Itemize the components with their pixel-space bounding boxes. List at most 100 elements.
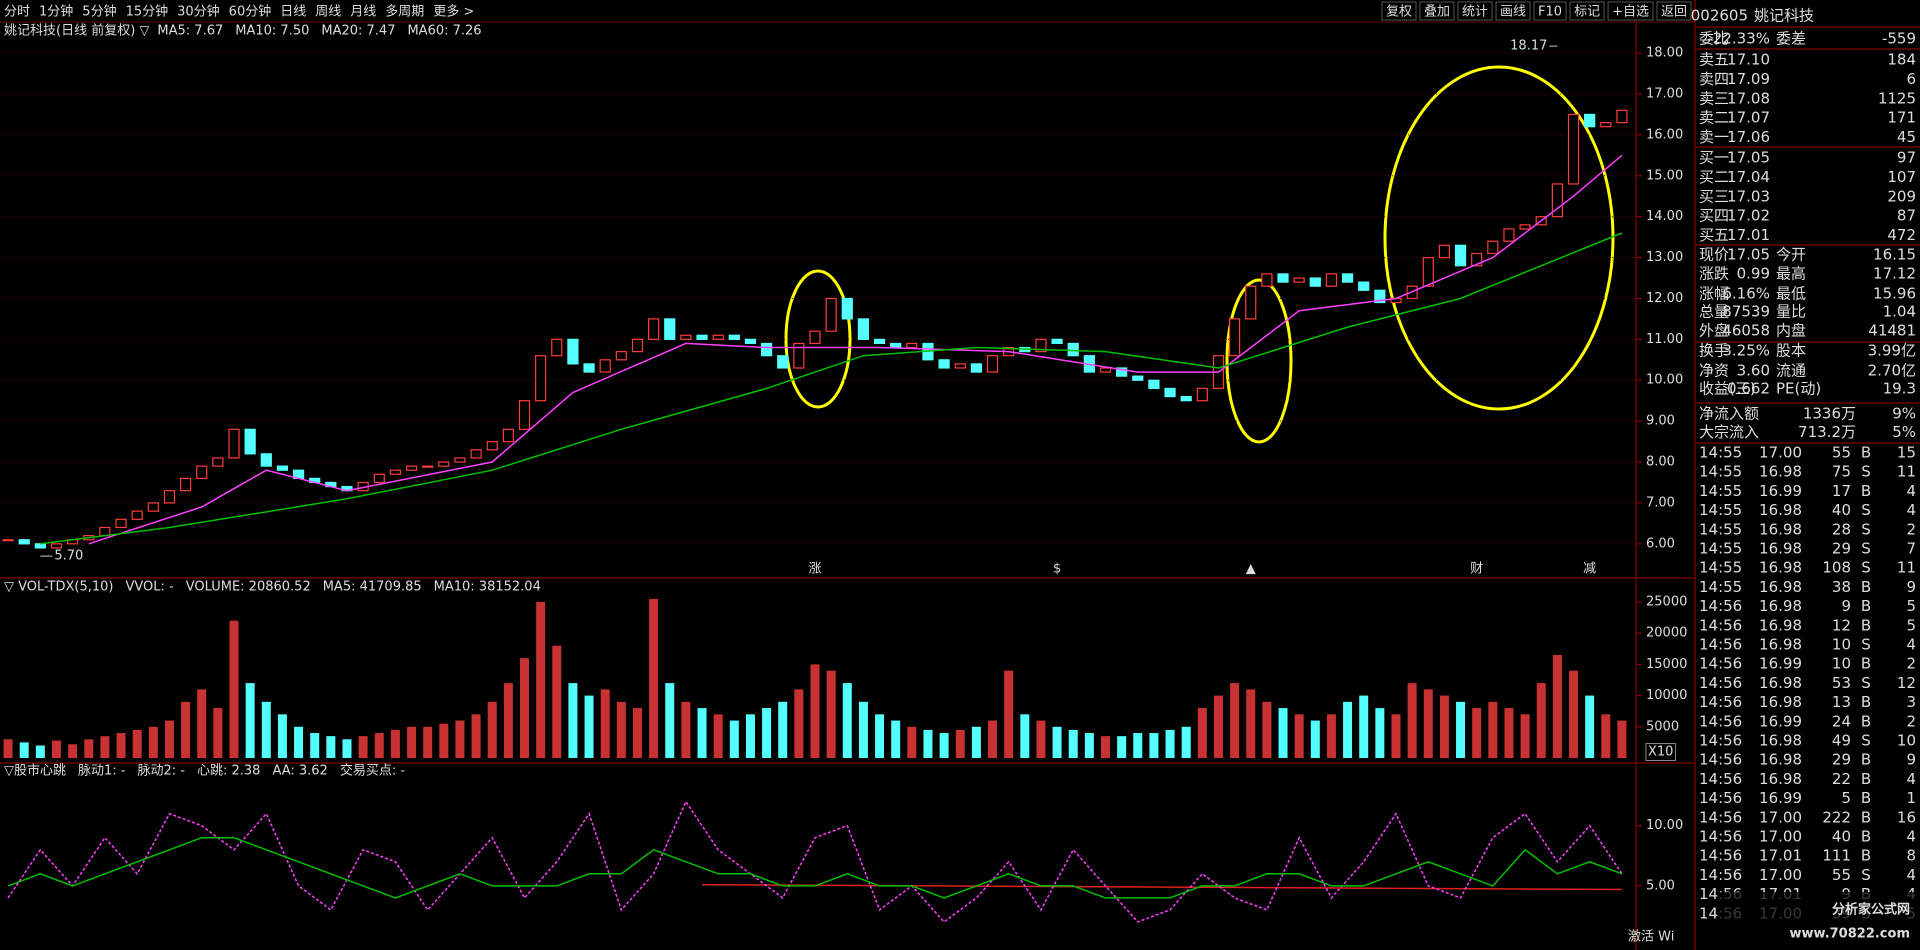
y-tick-label: 16.00 — [1646, 127, 1683, 142]
tool-button[interactable]: +自选 — [1612, 5, 1649, 20]
volume-bar — [245, 683, 255, 758]
trade-volume: 55 — [1832, 866, 1851, 884]
candle — [809, 330, 821, 345]
stat-label: 净资 — [1699, 362, 1729, 380]
volume-bar — [423, 726, 433, 758]
period-tab[interactable]: 更多 > — [433, 4, 474, 20]
highlight-ellipse — [784, 269, 852, 409]
volume-bar — [407, 726, 417, 758]
tool-button[interactable]: 画线 — [1500, 5, 1526, 20]
stat-label: 流通 — [1776, 362, 1806, 380]
candle — [518, 400, 531, 430]
period-tab[interactable]: 1分钟 — [39, 4, 73, 20]
period-tab[interactable]: 日线 — [280, 5, 306, 20]
volume-bar — [116, 733, 126, 758]
period-tab[interactable]: 60分钟 — [229, 4, 272, 20]
candle — [2, 539, 14, 542]
watermark: 激活 Wi — [1628, 930, 1674, 945]
volume-bar — [1197, 708, 1207, 758]
trade-side: B — [1861, 578, 1871, 596]
candle — [1551, 183, 1563, 218]
volume-bar — [439, 723, 449, 758]
trade-side: B — [1861, 597, 1871, 615]
volume-bar — [503, 683, 513, 758]
volume-bar — [1375, 708, 1385, 758]
period-tab[interactable]: 周线 — [315, 5, 341, 20]
tool-button[interactable]: F10 — [1538, 5, 1562, 20]
annotation: 5.70 — [54, 549, 83, 564]
tool-button[interactable]: 复权 — [1386, 4, 1412, 20]
trade-volume: 10 — [1832, 655, 1851, 673]
trade-time: 14:56 — [1699, 636, 1742, 654]
stat-label: 总量 — [1699, 303, 1729, 321]
candle — [1325, 273, 1338, 287]
volume-bar — [84, 739, 94, 758]
candle — [825, 297, 837, 332]
trade-side: S — [1861, 732, 1871, 750]
stat-label: 最高 — [1776, 265, 1806, 283]
candle — [841, 297, 853, 320]
candle — [196, 465, 208, 479]
trade-time: 14:56 — [1699, 751, 1742, 769]
candle — [438, 461, 450, 467]
y-tick-label: 10.00 — [1646, 818, 1683, 833]
trade-time: 14:55 — [1699, 559, 1742, 577]
volume-bar — [1165, 729, 1175, 758]
period-tab[interactable]: 30分钟 — [177, 4, 220, 20]
candle — [1503, 228, 1515, 242]
trade-time: 14:55 — [1699, 520, 1742, 538]
tool-button-frame — [1381, 1, 1417, 21]
volume-bar — [810, 664, 820, 758]
period-tab[interactable]: 5分钟 — [82, 4, 116, 20]
period-tab[interactable]: 多周期 — [385, 4, 424, 20]
period-tab[interactable]: 15分钟 — [126, 4, 169, 20]
trade-count: 1 — [1906, 789, 1916, 807]
candle — [179, 477, 192, 492]
trade-time: 14:56 — [1699, 616, 1742, 634]
trade-volume: 40 — [1832, 501, 1851, 519]
candle — [1261, 273, 1273, 287]
tool-button[interactable]: 叠加 — [1424, 5, 1450, 20]
volume-bar — [1230, 683, 1240, 758]
event-marker: 减 — [1583, 562, 1596, 577]
volume-bar — [1407, 683, 1417, 758]
y-tick-label: 15.00 — [1646, 168, 1683, 183]
volume-bar — [1359, 695, 1369, 758]
candle — [147, 502, 159, 512]
book-price: 17.01 — [1727, 226, 1770, 244]
volume-bar — [261, 701, 271, 758]
tool-button[interactable]: 返回 — [1661, 5, 1687, 20]
candle — [1099, 367, 1112, 373]
volume-bar — [745, 714, 755, 758]
candle — [648, 318, 660, 340]
volume-bar — [584, 695, 594, 758]
volume-bar — [649, 598, 659, 758]
volume-bar — [762, 708, 772, 758]
trade-count: 12 — [1897, 674, 1916, 692]
legend-entry: ▽ VOL-TDX(5,10) — [4, 580, 113, 595]
tool-button-frame — [1495, 1, 1531, 21]
trade-time: 14:56 — [1699, 789, 1742, 807]
candle — [454, 457, 466, 463]
volume-bar — [310, 733, 320, 758]
candle — [131, 510, 143, 520]
volume-bar — [1004, 670, 1014, 758]
stock-name: 姚记科技 — [1754, 7, 1814, 25]
trade-volume: 49 — [1832, 732, 1851, 750]
trade-count: 15 — [1897, 444, 1916, 462]
book-price: 17.06 — [1727, 128, 1770, 146]
book-label: 买五 — [1699, 226, 1729, 244]
tool-button[interactable]: 统计 — [1462, 5, 1488, 20]
period-tab[interactable]: 月线 — [350, 5, 376, 20]
indicator-line — [88, 154, 1623, 545]
trade-side: B — [1861, 770, 1871, 788]
trade-count: 4 — [1906, 866, 1916, 884]
book-label: 卖三 — [1699, 89, 1729, 107]
volume-bar — [1100, 736, 1110, 758]
trade-price: 16.99 — [1759, 789, 1802, 807]
period-tab[interactable]: 分时 — [4, 5, 30, 20]
trade-volume: 13 — [1832, 693, 1851, 711]
legend-entry: 心跳: 2.38 — [197, 764, 260, 779]
tool-button[interactable]: 标记 — [1574, 5, 1600, 20]
candle — [535, 355, 547, 402]
